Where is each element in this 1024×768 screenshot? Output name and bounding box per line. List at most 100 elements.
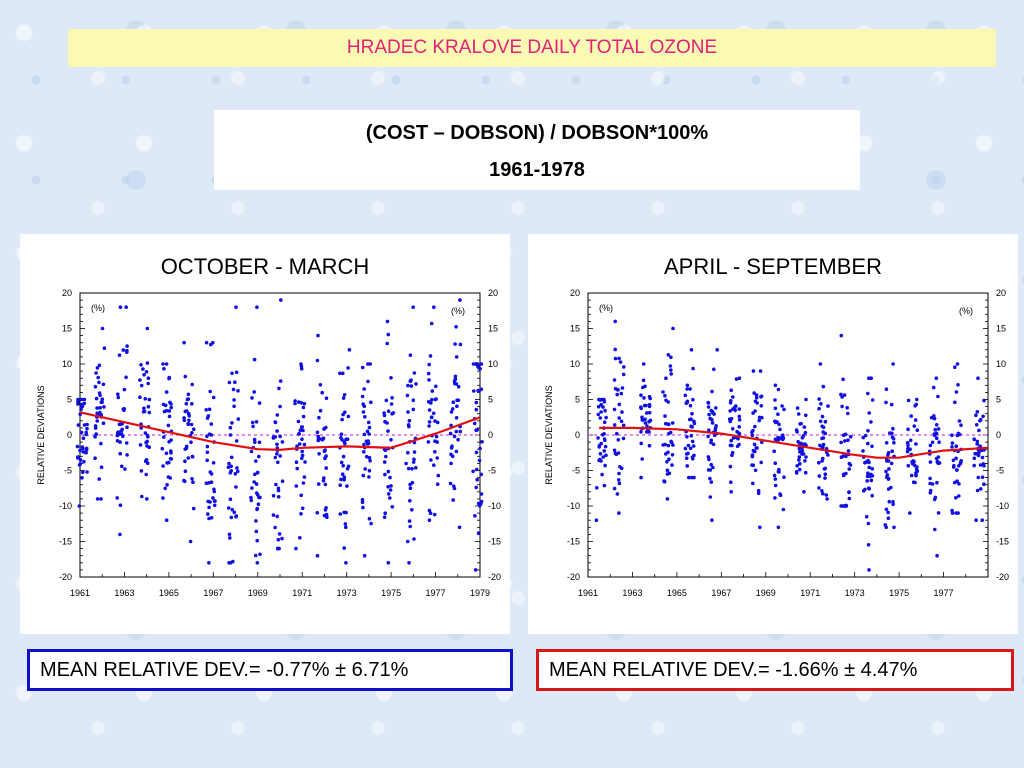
- data-point: [667, 471, 672, 476]
- data-point: [361, 473, 366, 478]
- unit-label-left: (%): [599, 303, 613, 313]
- data-point: [594, 518, 599, 522]
- data-point: [842, 393, 847, 397]
- data-point: [346, 366, 350, 370]
- data-point: [389, 438, 393, 442]
- data-point: [709, 462, 713, 467]
- data-point: [476, 531, 481, 535]
- data-point: [409, 384, 414, 388]
- data-point: [388, 488, 393, 492]
- data-point: [621, 423, 626, 428]
- data-point: [711, 442, 716, 447]
- data-point: [361, 505, 365, 510]
- data-point: [209, 516, 214, 520]
- data-point: [299, 401, 304, 405]
- data-point: [751, 428, 755, 433]
- data-point: [729, 438, 733, 443]
- data-point: [668, 430, 673, 435]
- data-point: [427, 408, 432, 412]
- data-point: [125, 344, 129, 348]
- data-point: [711, 465, 715, 470]
- data-point: [906, 398, 911, 403]
- data-point: [928, 443, 933, 448]
- data-point: [382, 460, 387, 464]
- data-point: [412, 371, 417, 375]
- data-point: [909, 414, 913, 418]
- data-point: [300, 456, 304, 461]
- data-point: [409, 378, 413, 382]
- data-point: [78, 448, 82, 453]
- data-point: [685, 435, 689, 439]
- data-point: [294, 484, 299, 488]
- data-point: [212, 487, 216, 492]
- data-point: [710, 389, 714, 394]
- data-point: [300, 437, 304, 441]
- data-point: [957, 419, 962, 423]
- data-point: [936, 427, 941, 431]
- data-point: [102, 405, 106, 409]
- data-point: [928, 481, 932, 486]
- data-point: [869, 420, 873, 424]
- data-point: [818, 419, 823, 424]
- data-point: [145, 326, 150, 331]
- data-point: [362, 432, 367, 437]
- data-point: [145, 439, 149, 444]
- data-point: [863, 460, 867, 465]
- data-point: [776, 435, 780, 440]
- trend-line: [79, 411, 481, 452]
- data-point: [234, 485, 238, 489]
- data-point: [617, 471, 621, 476]
- data-point: [928, 491, 933, 495]
- data-point: [271, 493, 276, 498]
- data-point: [367, 475, 371, 479]
- data-point: [692, 453, 696, 458]
- data-point: [935, 436, 939, 440]
- data-point: [866, 471, 870, 475]
- y-tick-label-right: 0: [488, 430, 493, 440]
- data-point: [345, 484, 349, 488]
- data-point: [931, 385, 936, 390]
- data-point: [142, 373, 146, 377]
- data-point: [647, 410, 652, 415]
- data-point: [164, 390, 169, 394]
- data-point: [780, 437, 785, 442]
- data-point: [161, 496, 165, 500]
- data-point: [388, 475, 392, 480]
- data-point: [821, 491, 825, 496]
- data-point: [414, 466, 418, 470]
- y-tick-label-left: 10: [570, 359, 580, 369]
- data-point: [846, 411, 850, 416]
- data-point: [951, 458, 956, 463]
- data-point: [846, 438, 850, 442]
- x-tick-label: 1977: [426, 588, 446, 598]
- data-point: [125, 453, 129, 457]
- data-point: [958, 460, 963, 465]
- data-point: [427, 420, 432, 424]
- data-point: [362, 450, 366, 454]
- data-point: [100, 397, 105, 401]
- chart-panel-apr-sep: APRIL - SEPTEMBER 20 20 15 15 10 10 5 5 0 0 -5 -5 -1…: [528, 234, 1018, 634]
- data-point: [253, 472, 257, 477]
- data-point: [315, 511, 320, 515]
- data-point: [277, 532, 282, 536]
- data-point: [664, 376, 668, 380]
- data-point: [364, 454, 369, 459]
- data-point: [706, 400, 710, 405]
- data-point: [689, 348, 694, 352]
- data-point: [278, 454, 283, 458]
- data-point: [190, 402, 194, 406]
- data-point: [430, 389, 435, 393]
- y-tick-label-left: -10: [59, 501, 72, 511]
- y-tick-label-right: -10: [996, 501, 1009, 511]
- data-point: [951, 465, 956, 469]
- data-point: [234, 370, 239, 375]
- data-point: [324, 506, 328, 510]
- data-point: [345, 437, 350, 441]
- data-point: [474, 450, 479, 455]
- data-point: [471, 362, 476, 366]
- data-point: [451, 400, 456, 404]
- data-point: [915, 465, 919, 469]
- data-point: [255, 470, 260, 475]
- data-point: [863, 433, 868, 438]
- data-point: [781, 433, 785, 437]
